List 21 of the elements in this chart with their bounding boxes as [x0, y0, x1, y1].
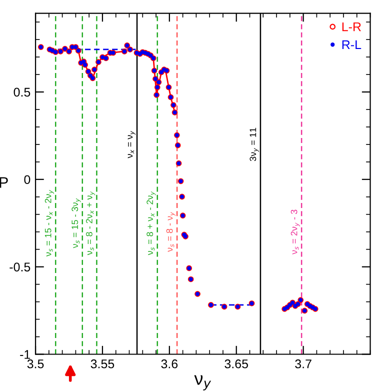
x-axis-title: ν$_{y}$ — [194, 375, 212, 390]
annotation: ν$_{s}$ = 15 - 3ν$_{y}$ — [72, 198, 81, 248]
x-tick-label: 3.65 — [224, 359, 248, 368]
annotation: 3ν$_{y}$ = 11 — [250, 128, 259, 162]
y-axis-title: P — [0, 177, 8, 188]
annotation: ν$_{s}$ = 2ν$_{y}$ - 3 — [290, 210, 300, 254]
y-tick-label: 0 — [24, 175, 30, 184]
annotation: ν$_{s}$ = 8 - 2ν$_{x}$ + ν$_{y}$ — [86, 191, 96, 256]
annotation: ν$_{s}$ = 15 - ν$_{x}$ - 2ν$_{y}$ — [44, 190, 54, 256]
y-tick-label: 0.5 — [14, 88, 30, 97]
annotation: ν$_{s}$ = 8 + ν$_{x}$ - 2ν$_{y}$ — [146, 191, 156, 256]
x-tick-label: 3.6 — [161, 359, 178, 368]
legend-label: R-L — [342, 40, 362, 50]
y-tick-label: -0.5 — [10, 262, 30, 272]
x-tick-label: 3.7 — [295, 359, 312, 368]
x-tick-label: 3.55 — [90, 359, 114, 368]
legend-label: L-R — [342, 22, 361, 32]
annotation: ν$_{x}$ = ν$_{y}$ — [128, 130, 136, 158]
x-tick-label: 3.5 — [27, 359, 44, 368]
annotation: ν$_{s}$ = 8 - ν$_{y}$ — [166, 212, 176, 252]
y-tick-label: -1 — [20, 350, 30, 359]
